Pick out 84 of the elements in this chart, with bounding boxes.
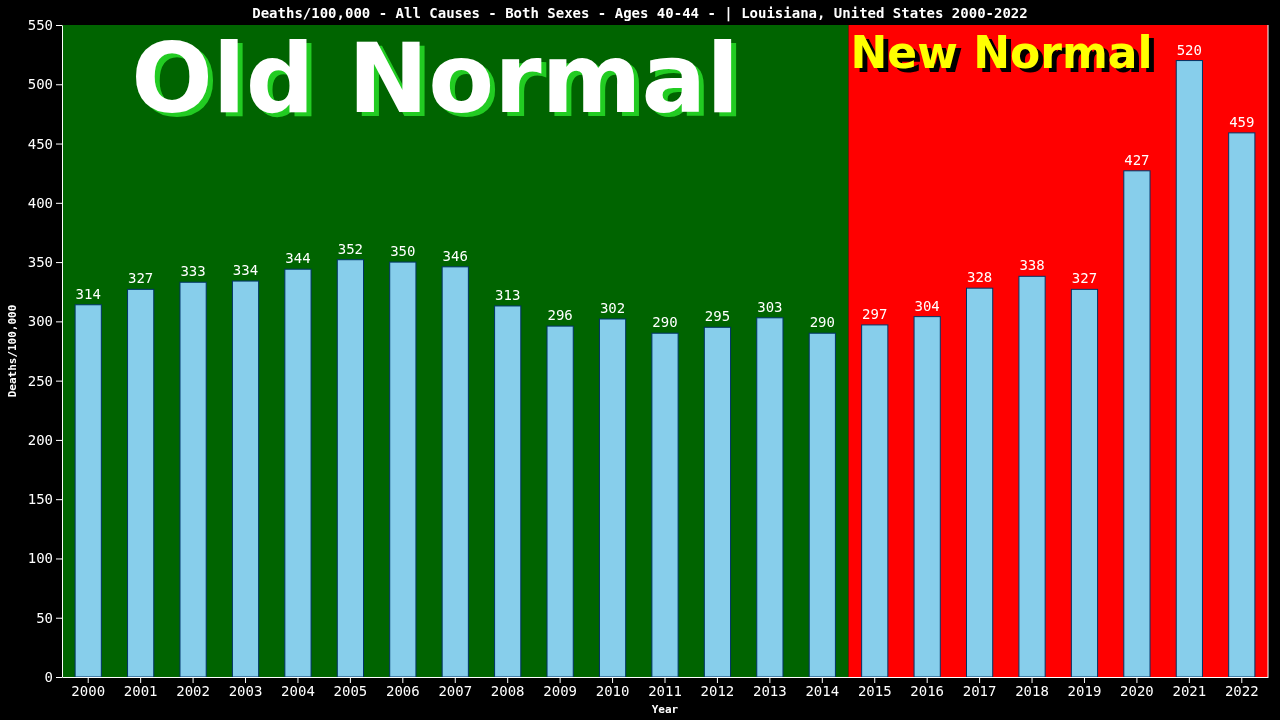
bar <box>1018 275 1046 678</box>
data-label: 352 <box>337 240 364 257</box>
data-label: 303 <box>757 298 783 315</box>
y-tick-label: 450 <box>27 135 53 152</box>
data-label: 333 <box>180 263 206 280</box>
y-tick-label: 50 <box>36 609 53 626</box>
data-label: 302 <box>599 299 626 316</box>
data-label: 327 <box>128 270 154 287</box>
data-label: 338 <box>1019 257 1045 274</box>
bar <box>231 280 260 678</box>
y-tick-label: 250 <box>27 372 53 389</box>
data-label: 314 <box>75 285 101 302</box>
bar <box>546 325 574 678</box>
data-label: 290 <box>652 314 678 331</box>
y-tick-label: 500 <box>27 76 53 93</box>
x-tick-label: 2009 <box>543 682 577 699</box>
data-label: 296 <box>547 307 573 324</box>
bar <box>1175 60 1203 678</box>
bar <box>598 318 627 678</box>
bar <box>703 326 732 678</box>
y-tick-label: 150 <box>27 491 53 508</box>
x-tick-label: 2016 <box>910 682 945 699</box>
x-tick-label: 2005 <box>333 682 368 699</box>
bar <box>441 266 469 678</box>
x-tick-label: 2019 <box>1067 682 1102 699</box>
y-tick-label: 350 <box>27 254 53 271</box>
x-tick-label: 2010 <box>595 682 630 699</box>
x-tick-label: 2022 <box>1224 682 1259 699</box>
x-tick-label: 2002 <box>176 682 210 699</box>
bar <box>494 305 522 678</box>
x-tick-label: 2017 <box>962 682 997 699</box>
y-tick-label: 300 <box>27 313 53 330</box>
data-label: 295 <box>704 308 731 325</box>
bar <box>74 304 102 678</box>
data-label: 334 <box>232 262 259 279</box>
x-tick-label: 2000 <box>71 682 106 699</box>
bar <box>861 324 889 678</box>
data-label: 346 <box>442 247 468 264</box>
data-label: 290 <box>809 314 835 331</box>
data-label: 350 <box>390 243 416 260</box>
data-label: 304 <box>914 297 940 314</box>
x-tick-label: 2008 <box>490 682 525 699</box>
data-label: 313 <box>495 286 521 303</box>
bar <box>389 261 417 678</box>
x-axis-title: Year <box>651 703 679 716</box>
bar <box>1123 170 1151 678</box>
data-label: 459 <box>1229 113 1255 130</box>
data-label: 427 <box>1124 151 1150 168</box>
chart-title: Deaths/100,000 - All Causes - Both Sexes - Ages 40-44 - | Louisiana, United States 2000-2022 <box>252 5 1028 22</box>
bar <box>756 317 784 678</box>
data-label: 328 <box>966 269 993 286</box>
x-tick-label: 2020 <box>1120 682 1154 699</box>
x-tick-label: 2003 <box>228 682 263 699</box>
bar <box>179 281 207 678</box>
bar <box>1228 132 1256 678</box>
data-label: 297 <box>862 305 888 322</box>
bar <box>336 259 364 678</box>
x-tick-label: 2011 <box>648 682 682 699</box>
x-tick-label: 2021 <box>1172 682 1207 699</box>
x-tick-label: 2001 <box>123 682 158 699</box>
x-tick-label: 2006 <box>385 682 420 699</box>
x-tick-label: 2012 <box>700 682 735 699</box>
y-tick-label: 0 <box>44 668 53 685</box>
bar <box>966 287 994 678</box>
y-tick-label: 200 <box>27 431 53 448</box>
x-tick-label: 2015 <box>857 682 892 699</box>
y-tick-label: 100 <box>27 550 53 567</box>
data-label: 327 <box>1071 270 1098 287</box>
x-tick-label: 2007 <box>438 682 473 699</box>
x-tick-label: 2018 <box>1015 682 1049 699</box>
data-label: 344 <box>285 250 311 267</box>
x-tick-label: 2013 <box>753 682 787 699</box>
bar <box>1070 288 1099 678</box>
bar <box>913 316 941 678</box>
y-tick-label: 400 <box>27 194 53 211</box>
bar <box>651 332 679 678</box>
x-tick-label: 2004 <box>281 682 315 699</box>
y-tick-label: 550 <box>27 16 53 33</box>
data-label: 520 <box>1176 41 1202 58</box>
bar <box>284 268 312 678</box>
x-tick-label: 2014 <box>805 682 840 699</box>
y-axis-title: Deaths/100,000 <box>6 304 19 398</box>
bar <box>808 332 836 678</box>
bar <box>127 288 155 678</box>
